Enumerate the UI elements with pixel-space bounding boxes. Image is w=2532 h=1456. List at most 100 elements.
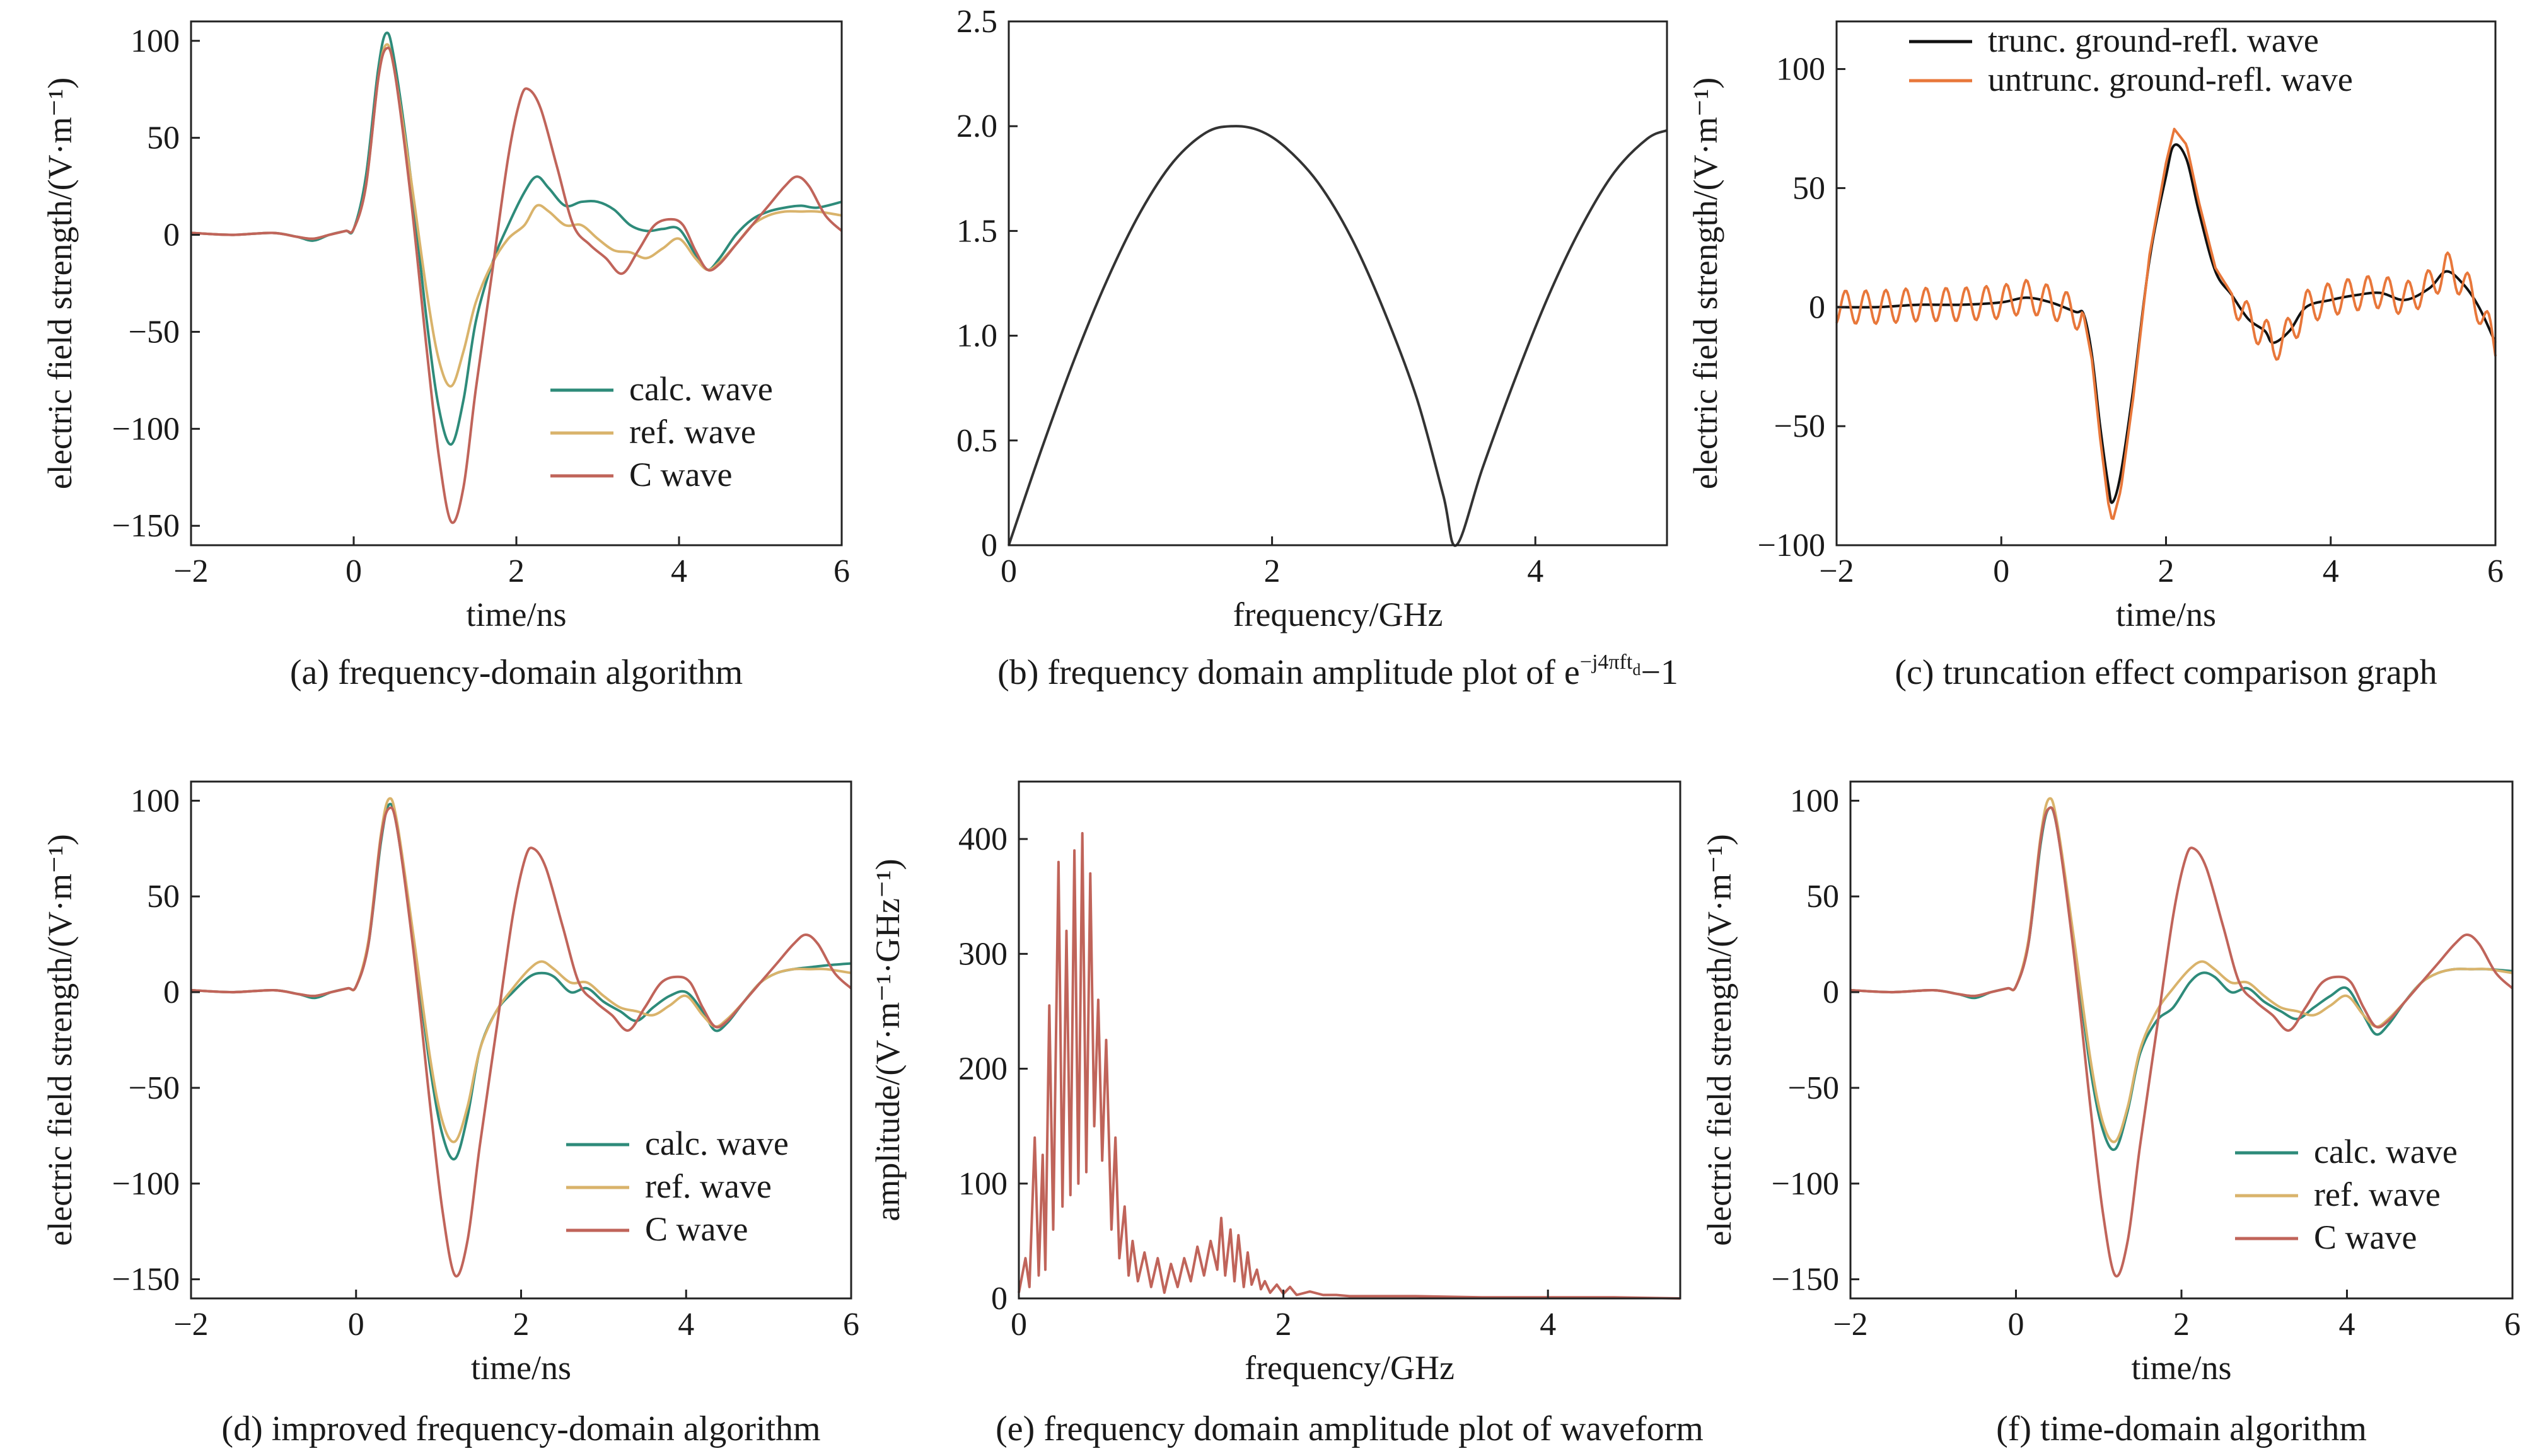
x-axis-label: time/ns bbox=[467, 596, 567, 633]
plot-frame bbox=[190, 780, 852, 1300]
x-tick-label: 0 bbox=[348, 1307, 364, 1343]
series-curve bbox=[1008, 125, 1668, 547]
x-tick-label: −2 bbox=[173, 1307, 208, 1343]
y-tick-label: −150 bbox=[1772, 1262, 1839, 1298]
x-axis-label: time/ns bbox=[471, 1349, 571, 1387]
plot-frame bbox=[1008, 20, 1668, 546]
y-tick-label: −150 bbox=[112, 508, 180, 544]
panel-f: −2 0 2 4 6 100 50 0 −50 −100 −150 time/ns electric f… bbox=[1700, 780, 2521, 1448]
legend: calc. wave ref. wave C wave bbox=[2235, 1133, 2458, 1256]
x-tick-label: 4 bbox=[2339, 1307, 2355, 1343]
x-tick-label: 2 bbox=[1275, 1307, 1292, 1343]
y-tick-label: −50 bbox=[1788, 1070, 1839, 1106]
series-c-wave bbox=[190, 806, 852, 1278]
x-tick-label: 4 bbox=[1540, 1307, 1556, 1343]
x-axis-label: frequency/GHz bbox=[1233, 596, 1443, 633]
legend: calc. wave ref. wave C wave bbox=[550, 370, 773, 494]
x-tick-label: 4 bbox=[671, 553, 687, 589]
x-axis-label: time/ns bbox=[2132, 1349, 2232, 1387]
legend-label: ref. wave bbox=[645, 1167, 772, 1205]
legend-label: calc. wave bbox=[629, 370, 773, 408]
y-tick-label: −50 bbox=[1774, 408, 1825, 444]
y-tick-label: 400 bbox=[958, 821, 1008, 857]
caption-tail: −1 bbox=[1641, 653, 1678, 692]
caption-text: (c) truncation effect comparison graph bbox=[1895, 653, 2437, 692]
panel-b: 0 2 4 0 0.5 1.0 1.5 2.0 2.5 frequency/GHz (b) freq… bbox=[956, 4, 1678, 692]
y-tick-label: 0 bbox=[1809, 289, 1825, 325]
x-tick-label: 0 bbox=[346, 553, 362, 589]
x-tick-label: 2 bbox=[1264, 553, 1281, 589]
y-tick-label: −100 bbox=[1772, 1166, 1839, 1202]
caption-text: (f) time-domain algorithm bbox=[1996, 1409, 2367, 1448]
x-tick-label: 6 bbox=[843, 1307, 859, 1343]
y-tick-label: 50 bbox=[1806, 879, 1839, 915]
series-group bbox=[1850, 797, 2514, 1278]
x-tick-label: 0 bbox=[1011, 1307, 1027, 1343]
y-tick-label: 50 bbox=[147, 120, 180, 156]
panel-e: 0 2 4 0 100 200 300 400 frequency/GHz amplitude/(… bbox=[869, 780, 1704, 1448]
y-tick-label: 1.5 bbox=[956, 213, 997, 249]
y-tick-label: 0.5 bbox=[956, 423, 997, 459]
series-c-wave bbox=[1850, 806, 2514, 1278]
y-tick-label: −100 bbox=[112, 411, 180, 447]
legend-label: untrunc. ground-refl. wave bbox=[1988, 61, 2353, 98]
x-tick-label: 6 bbox=[2487, 553, 2504, 589]
series-ref-wave bbox=[190, 797, 852, 1143]
x-tick-label: −2 bbox=[1833, 1307, 1867, 1343]
x-tick-label: 2 bbox=[513, 1307, 530, 1343]
x-tick-label: 2 bbox=[2173, 1307, 2190, 1343]
series-curve bbox=[1018, 832, 1681, 1300]
plot-frame bbox=[190, 20, 843, 546]
y-axis-label: electric field strength/(V·m⁻¹) bbox=[41, 834, 79, 1245]
y-tick-label: 0 bbox=[163, 974, 180, 1010]
y-tick-label: −50 bbox=[129, 1070, 180, 1106]
series-group bbox=[190, 797, 852, 1278]
series-group bbox=[190, 32, 843, 524]
series-calc-wave bbox=[190, 802, 852, 1161]
x-tick-label: 6 bbox=[2504, 1307, 2521, 1343]
y-tick-label: 100 bbox=[1790, 783, 1839, 819]
series-ref-wave bbox=[1850, 797, 2513, 1143]
caption-superscript: −j4πft bbox=[1580, 650, 1633, 674]
y-axis-label: electric field strength/(V·m⁻¹) bbox=[1700, 834, 1738, 1245]
y-tick-label: 0 bbox=[981, 528, 997, 563]
legend-label: ref. wave bbox=[629, 413, 756, 451]
plot-frame bbox=[1018, 780, 1681, 1300]
y-axis-label: electric field strength/(V·m⁻¹) bbox=[41, 78, 79, 489]
legend-label: trunc. ground-refl. wave bbox=[1988, 21, 2319, 59]
y-axis-label: electric field strength/(V·m⁻¹) bbox=[1687, 78, 1724, 489]
y-tick-label: 300 bbox=[958, 936, 1008, 972]
y-tick-label: 0 bbox=[163, 217, 180, 253]
legend-label: calc. wave bbox=[2314, 1133, 2458, 1170]
x-tick-label: 4 bbox=[678, 1307, 694, 1343]
panel-d: −2 0 2 4 6 100 50 0 −50 −100 −150 time/ns electric f… bbox=[41, 780, 859, 1448]
x-tick-label: 4 bbox=[1527, 553, 1543, 589]
y-tick-label: −150 bbox=[112, 1262, 180, 1298]
legend-label: C wave bbox=[629, 456, 732, 494]
series-group bbox=[1835, 127, 2497, 520]
legend: calc. wave ref. wave C wave bbox=[566, 1124, 789, 1248]
caption-subscript: d bbox=[1632, 661, 1641, 679]
caption-text: (e) frequency domain amplitude plot of w… bbox=[996, 1409, 1704, 1448]
series-c-wave bbox=[190, 46, 843, 524]
panel-caption: (c) truncation effect comparison graph bbox=[1895, 653, 2437, 692]
y-tick-label: −100 bbox=[1758, 528, 1825, 563]
y-tick-label: 50 bbox=[147, 879, 180, 915]
y-tick-label: 100 bbox=[958, 1166, 1008, 1202]
caption-text: (d) improved frequency-domain algorithm bbox=[221, 1409, 820, 1448]
panel-a: −2 0 2 4 6 100 50 0 −50 −100 −150 time/ns electric f… bbox=[41, 20, 850, 692]
panel-caption: (a) frequency-domain algorithm bbox=[290, 653, 743, 692]
legend-label: C wave bbox=[645, 1210, 748, 1248]
panel-caption: (d) improved frequency-domain algorithm bbox=[221, 1409, 820, 1448]
x-tick-label: 0 bbox=[1001, 553, 1017, 589]
x-tick-label: 6 bbox=[833, 553, 850, 589]
x-tick-label: 0 bbox=[2008, 1307, 2024, 1343]
panel-c: −2 0 2 4 6 100 50 0 −50 −100 time/ns electric field… bbox=[1687, 20, 2504, 692]
y-tick-label: −100 bbox=[112, 1166, 180, 1202]
y-tick-label: 200 bbox=[958, 1051, 1008, 1087]
y-tick-label: −50 bbox=[129, 314, 180, 350]
x-tick-label: 2 bbox=[508, 553, 525, 589]
y-tick-label: 2.5 bbox=[956, 4, 997, 40]
